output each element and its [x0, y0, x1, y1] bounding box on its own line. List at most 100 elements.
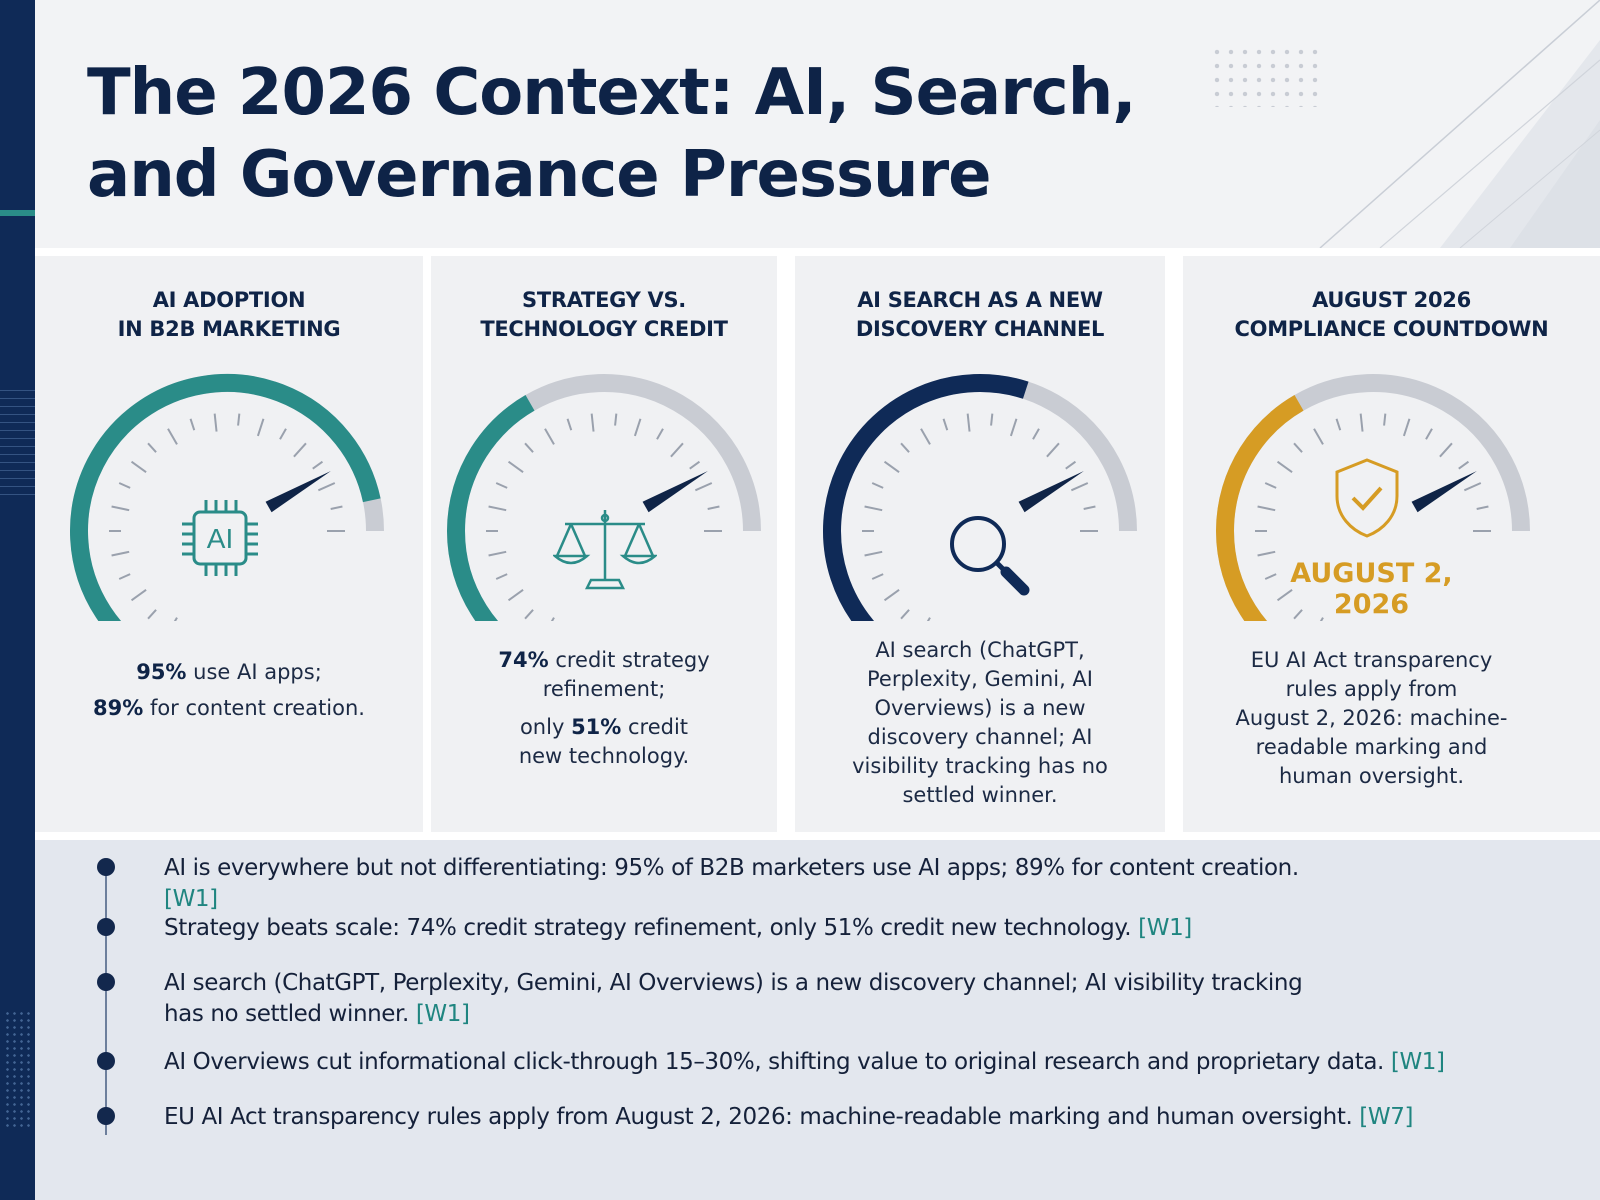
key-point-text: AI search (ChatGPT, Perplexity, Gemini, …: [164, 968, 1304, 1030]
gauge-tick: [507, 460, 524, 474]
stat-value: 89%: [93, 696, 144, 720]
gauge-tick: [942, 418, 949, 431]
stat-value: 51%: [571, 715, 622, 739]
gauge-tick: [871, 573, 884, 580]
gauge-tick: [1257, 505, 1276, 512]
gauge-tick: [130, 460, 147, 474]
card-compliance-countdown: AUGUST 2026 COMPLIANCE COUNTDOWN AUGUST …: [1183, 256, 1600, 832]
gauge-tick: [1276, 588, 1293, 602]
ai-chip-label: AI: [207, 523, 233, 554]
left-bar-dot-pattern: [4, 1010, 32, 1130]
gauge-needle: [1411, 471, 1477, 513]
gauge-tick: [111, 505, 130, 512]
stat-line: EU AI Act transparency: [1250, 648, 1493, 672]
stat-label: refinement;: [542, 677, 666, 701]
gauge-tick: [111, 550, 130, 557]
stat-label: only: [519, 715, 572, 739]
gauge-fill: [823, 374, 1029, 621]
countdown-date: AUGUST 2, 2026: [1290, 558, 1453, 620]
gauge-tick: [147, 442, 157, 453]
gauge-tick: [1257, 550, 1276, 557]
stat-label: credit: [621, 715, 689, 739]
ai-chip-icon: AI: [178, 496, 262, 580]
gauge-tick: [1463, 482, 1482, 492]
gauge-tick: [566, 418, 573, 431]
gauge-tick: [488, 550, 507, 557]
stat-line: Perplexity, Gemini, AI: [867, 667, 1093, 691]
gauge-tick: [1458, 460, 1470, 470]
gauge-fill: [1216, 395, 1304, 621]
gauge-tick: [237, 413, 241, 426]
key-point-body: AI is everywhere but not differentiating…: [164, 855, 1299, 881]
gauge-tick: [279, 428, 287, 440]
header-decoration: [1319, 0, 1600, 248]
gauge-tick: [130, 588, 147, 602]
stat-line: human oversight.: [1278, 764, 1465, 788]
gauge-tick: [900, 442, 910, 453]
key-point-text: AI is everywhere but not differentiating…: [164, 853, 1304, 915]
gauge-tick: [1032, 428, 1040, 440]
gauge-tick: [1070, 482, 1089, 492]
gauge-tick: [871, 482, 884, 489]
gauge-tick: [590, 413, 595, 432]
gauge-tick: [524, 442, 534, 453]
gauge-tick: [1313, 428, 1324, 445]
stat-line: August 2, 2026: machine-: [1235, 706, 1508, 730]
citation-ref: [W1]: [415, 1001, 470, 1027]
gauge-tick: [495, 573, 508, 580]
stat-line: Overviews) is a new: [874, 696, 1086, 720]
key-point-text: Strategy beats scale: 74% credit strateg…: [164, 913, 1304, 944]
citation-ref: [W1]: [1390, 1049, 1445, 1075]
key-point-body: Strategy beats scale: 74% credit strateg…: [164, 915, 1132, 941]
key-point-body: AI Overviews cut informational click-thr…: [164, 1049, 1384, 1075]
gauge-tick: [173, 617, 178, 621]
gauge: [823, 374, 1137, 621]
gauge-tick: [213, 413, 218, 432]
card-ai-adoption: AI ADOPTION IN B2B MARKETING AI 95% use …: [35, 256, 423, 832]
gauge-tick: [707, 505, 720, 510]
gauge-fill: [447, 395, 535, 621]
stat-label: use AI apps;: [186, 660, 322, 684]
gauge-tick: [694, 482, 713, 492]
stat-line: settled winner.: [902, 783, 1058, 807]
gauge-tick: [1264, 573, 1277, 580]
left-bar-line-pattern: [0, 390, 35, 500]
gauge-tick: [1476, 505, 1489, 510]
bullet-dot: [97, 858, 115, 876]
card-strategy-vs-technology: STRATEGY VS. TECHNOLOGY CREDIT 74% credi…: [431, 256, 777, 832]
gauge-tick: [1425, 428, 1433, 440]
card-title: STRATEGY VS. TECHNOLOGY CREDIT: [480, 288, 728, 341]
citation-ref: [W1]: [1138, 915, 1192, 941]
page-title: The 2026 Context: AI, Search, and Govern…: [87, 56, 1137, 212]
gauge-tick: [633, 418, 642, 437]
gauge-tick: [614, 413, 618, 426]
gauge-tick: [900, 609, 910, 620]
gauge-tick: [1293, 442, 1303, 453]
gauge-tick: [118, 573, 131, 580]
gauge-tick: [1009, 418, 1018, 437]
card-title: AUGUST 2026 COMPLIANCE COUNTDOWN: [1234, 288, 1549, 341]
gauge-tick: [883, 588, 900, 602]
gauge-tick: [118, 482, 131, 489]
gauge-tick: [883, 460, 900, 474]
card-stat-text: EU AI Act transparency rules apply from …: [1163, 646, 1580, 791]
stat-line: discovery channel; AI: [867, 725, 1093, 749]
card-title: AI SEARCH AS A NEW DISCOVERY CHANNEL: [855, 288, 1105, 341]
gauge-tick: [317, 482, 336, 492]
gauge-tick: [293, 442, 307, 458]
gauge-tick: [864, 550, 883, 557]
card-stat-text: AI search (ChatGPT, Perplexity, Gemini, …: [795, 636, 1165, 810]
key-points-panel: AI is everywhere but not differentiating…: [35, 840, 1600, 1200]
gauge-tick: [1359, 413, 1364, 432]
card-stat-text: 74% credit strategy refinement; only 51%…: [431, 646, 777, 771]
shield-check-icon: [1331, 456, 1403, 540]
gauge-fill: [70, 374, 381, 621]
gauge-tick: [864, 505, 883, 512]
stat-line: readable marking and: [1255, 735, 1488, 759]
gauge-tick: [1383, 413, 1387, 426]
bullet-timeline: [105, 865, 107, 1135]
stat-value: 74%: [498, 648, 549, 672]
stat-label: credit strategy: [548, 648, 710, 672]
gauge-needle: [642, 471, 708, 513]
gauge-tick: [550, 617, 555, 621]
